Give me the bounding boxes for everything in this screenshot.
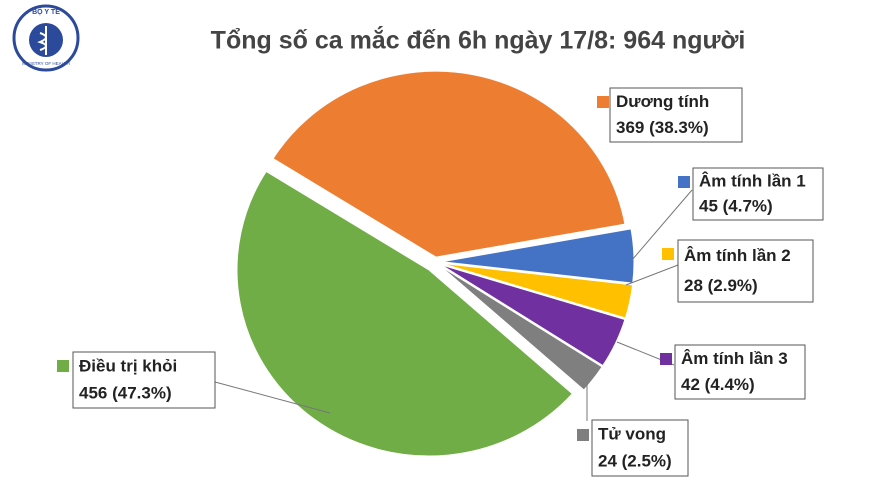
pie-slice xyxy=(441,264,626,367)
legend-label: Âm tính lần 1 xyxy=(699,172,806,191)
label-box xyxy=(677,239,814,303)
logo-bottom-text: MINISTRY OF HEALTH xyxy=(22,61,70,66)
legend-swatch xyxy=(577,429,589,441)
value-label: 24 (2.5%) xyxy=(598,451,672,470)
legend-label: Âm tính lần 2 xyxy=(684,246,791,265)
pie-slice xyxy=(236,170,574,457)
logo-top-text: BỘ Y TẾ xyxy=(32,6,60,16)
legend-label: Dương tính xyxy=(616,92,709,111)
pie-slice xyxy=(441,228,635,284)
legend-label: Tử vong xyxy=(598,425,666,444)
label-box xyxy=(72,351,216,409)
label-box xyxy=(609,87,743,143)
logo-symbol xyxy=(37,26,47,55)
legend-label: Điều trị khỏi xyxy=(79,357,177,376)
legend-swatch xyxy=(678,176,690,188)
leader-line xyxy=(214,381,331,414)
label-box xyxy=(591,419,689,477)
legend-label: Âm tính lần 3 xyxy=(681,349,788,368)
pie-slice xyxy=(272,70,626,258)
value-label: 456 (47.3%) xyxy=(79,383,172,402)
label-box xyxy=(692,167,824,221)
legend-swatch xyxy=(660,353,672,365)
legend-swatch xyxy=(597,96,609,108)
value-label: 45 (4.7%) xyxy=(699,196,773,215)
chart-title: Tổng số ca mắc đến 6h ngày 17/8: 964 ngư… xyxy=(211,25,746,55)
pie-slice xyxy=(441,262,634,319)
leader-line xyxy=(631,189,693,261)
pie-slice xyxy=(440,265,603,391)
label-box xyxy=(674,344,806,400)
value-label: 28 (2.9%) xyxy=(684,276,758,295)
logo: BỘ Y TẾ MINISTRY OF HEALTH xyxy=(12,4,80,72)
legend-swatch xyxy=(662,248,674,260)
legend-swatch xyxy=(57,360,69,372)
value-label: 369 (38.3%) xyxy=(616,118,709,137)
value-label: 42 (4.4%) xyxy=(681,375,755,394)
leader-line xyxy=(625,264,679,286)
